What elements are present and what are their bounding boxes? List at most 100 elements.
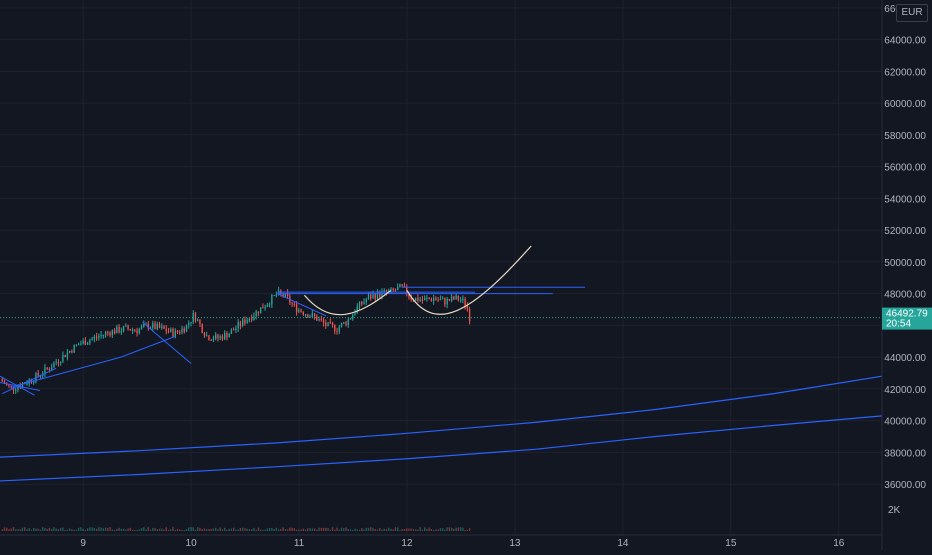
volume-bar xyxy=(253,527,255,531)
volume-bar xyxy=(448,527,451,531)
candle-body xyxy=(370,295,372,299)
volume-bar xyxy=(255,529,257,531)
volume-bar xyxy=(122,528,125,531)
candle-body xyxy=(118,326,120,333)
x-tick-label: 10 xyxy=(186,538,198,549)
candle-body xyxy=(439,299,442,301)
volume-bar xyxy=(370,527,372,531)
volume-bar xyxy=(165,527,167,531)
volume-bar xyxy=(441,528,444,531)
volume-bar xyxy=(340,527,343,531)
trendline xyxy=(142,321,192,364)
candle-body xyxy=(154,323,156,329)
volume-bar xyxy=(300,529,302,531)
y-tick-label: 54000.00 xyxy=(884,194,926,205)
volume-bar xyxy=(140,528,143,531)
candle-body xyxy=(194,313,197,321)
volume-bar xyxy=(154,527,156,531)
volume-bar xyxy=(17,529,19,531)
volume-bar xyxy=(239,527,242,531)
candle-body xyxy=(448,299,451,301)
candle-body xyxy=(136,330,138,334)
candle-body xyxy=(401,284,403,286)
volume-bar xyxy=(363,529,365,531)
volume-bar xyxy=(201,529,203,531)
volume-bar xyxy=(68,528,71,531)
candle-body xyxy=(122,326,125,332)
candle-body xyxy=(264,306,266,309)
candle-body xyxy=(325,322,327,327)
candle-body xyxy=(170,328,172,332)
candle-body xyxy=(286,292,289,297)
volume-bar xyxy=(271,528,273,531)
candle-body xyxy=(116,326,118,334)
candle-body xyxy=(129,328,131,331)
volume-bar xyxy=(197,527,199,531)
countdown-label: 20:54 xyxy=(886,319,911,330)
volume-bar xyxy=(358,529,361,531)
candle-body xyxy=(300,309,302,312)
candle-body xyxy=(320,319,322,321)
candle-body xyxy=(221,336,224,340)
candle-body xyxy=(338,326,340,332)
candle-body xyxy=(248,318,251,321)
candle-body xyxy=(311,313,313,317)
candle-body xyxy=(347,319,349,325)
candle-body xyxy=(392,288,394,291)
candle-body xyxy=(98,336,100,338)
candle-body xyxy=(253,316,255,320)
volume-bar xyxy=(86,528,89,531)
candle-body xyxy=(446,299,448,305)
candle-body xyxy=(91,338,93,341)
candle-body xyxy=(367,295,370,300)
volume-bar xyxy=(116,528,118,531)
volume-bar xyxy=(435,529,437,531)
candle-body xyxy=(215,334,217,339)
candle-body xyxy=(244,319,246,324)
volume-bar xyxy=(446,527,448,531)
volume-bar xyxy=(417,529,419,531)
volume-bar xyxy=(329,529,331,531)
volume-bar xyxy=(183,529,185,531)
volume-bar xyxy=(437,529,439,531)
volume-bar xyxy=(217,529,219,531)
volume-bar xyxy=(26,529,28,531)
volume-bar xyxy=(421,529,424,531)
volume-bar xyxy=(219,527,221,531)
volume-bar xyxy=(221,529,224,531)
grid xyxy=(0,0,882,535)
volume-bar xyxy=(273,529,275,531)
volume-bar xyxy=(24,527,26,531)
candle-body xyxy=(394,290,397,292)
volume-bar xyxy=(298,529,300,531)
volume-bar xyxy=(374,528,376,531)
volume-bar xyxy=(161,528,163,531)
volume-bar xyxy=(210,528,212,531)
currency-label[interactable]: EUR xyxy=(896,4,928,22)
candle-body xyxy=(59,361,62,363)
volume-bar xyxy=(215,527,217,531)
volume-bar xyxy=(293,528,296,531)
volume-bar xyxy=(57,529,60,531)
volume-bar xyxy=(248,529,251,531)
volume-bar xyxy=(302,528,305,531)
y-tick-label: 64000.00 xyxy=(884,36,926,47)
candle-body xyxy=(233,329,235,331)
volume-bar xyxy=(428,527,430,531)
candle-body xyxy=(107,332,109,334)
volume-bar xyxy=(143,527,145,531)
candle-body xyxy=(210,340,212,342)
volume-bar xyxy=(136,529,138,531)
x-tick-label: 13 xyxy=(509,538,521,549)
candle-body xyxy=(165,328,167,332)
volume-bar xyxy=(327,528,329,531)
candle-body xyxy=(181,328,183,333)
candle-body xyxy=(250,318,253,320)
candle-body xyxy=(257,311,260,314)
candle-body xyxy=(354,313,356,315)
volume-bar xyxy=(190,527,192,531)
volume-bar xyxy=(426,528,428,531)
volume-bar xyxy=(304,529,307,531)
